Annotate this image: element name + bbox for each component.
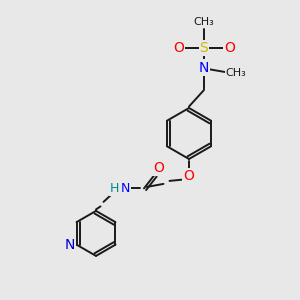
- Text: S: S: [200, 41, 208, 55]
- Text: N: N: [65, 238, 75, 252]
- Text: O: O: [224, 41, 235, 55]
- Text: H: H: [110, 182, 119, 195]
- Text: O: O: [173, 41, 184, 55]
- Text: CH₃: CH₃: [226, 68, 247, 79]
- Text: CH₃: CH₃: [194, 16, 214, 27]
- Text: O: O: [184, 169, 194, 183]
- Text: N: N: [121, 182, 130, 195]
- Text: N: N: [199, 61, 209, 74]
- Text: O: O: [154, 161, 164, 175]
